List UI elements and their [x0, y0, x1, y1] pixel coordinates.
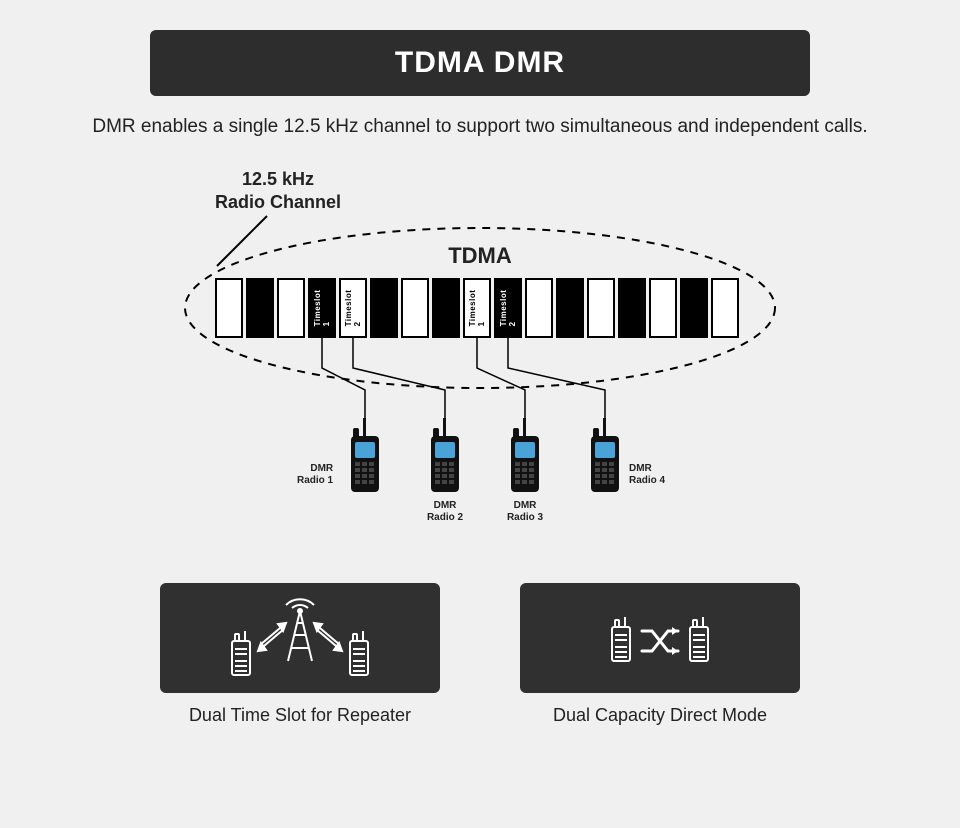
- timeslot-label: Timeslot 2: [344, 290, 362, 327]
- timeslot: [215, 278, 243, 338]
- mode-direct: Dual Capacity Direct Mode: [520, 583, 800, 726]
- timeslot: [556, 278, 584, 338]
- tdma-label: TDMA: [448, 243, 512, 269]
- mode-repeater-box: [160, 583, 440, 693]
- dmr-radio: DMRRadio 2: [425, 418, 465, 503]
- dmr-radio: DMRRadio 3: [505, 418, 545, 503]
- timeslot: [370, 278, 398, 338]
- connectors: [322, 338, 605, 420]
- radio-label: DMRRadio 1: [297, 463, 333, 486]
- channel-pointer: [217, 216, 267, 266]
- mode-direct-box: [520, 583, 800, 693]
- timeslot-label: Timeslot 1: [313, 290, 331, 327]
- channel-label-l2: Radio Channel: [215, 192, 341, 212]
- timeslot: [525, 278, 553, 338]
- timeslot: [246, 278, 274, 338]
- timeslot: [711, 278, 739, 338]
- mode-repeater-label: Dual Time Slot for Repeater: [160, 705, 440, 726]
- timeslot: Timeslot 2: [494, 278, 522, 338]
- mode-row: Dual Time Slot for Repeater: [0, 583, 960, 726]
- title-bar: TDMA DMR: [150, 30, 810, 96]
- timeslot: [587, 278, 615, 338]
- timeslot: [401, 278, 429, 338]
- radio-label: DMRRadio 4: [629, 463, 665, 486]
- timeslot: Timeslot 1: [308, 278, 336, 338]
- subtitle: DMR enables a single 12.5 kHz channel to…: [0, 116, 960, 138]
- mode-direct-label: Dual Capacity Direct Mode: [520, 705, 800, 726]
- timeslot-label: Timeslot 2: [499, 290, 517, 327]
- diagram-svg: [145, 158, 815, 578]
- radio-label: DMRRadio 2: [427, 500, 463, 523]
- timeslot: [680, 278, 708, 338]
- channel-label-l1: 12.5 kHz: [242, 169, 314, 189]
- timeslot-row: Timeslot 1 Timeslot 2 Timeslot 1 Timeslot 2: [215, 278, 739, 338]
- channel-label: 12.5 kHz Radio Channel: [215, 168, 341, 213]
- dmr-radio: DMRRadio 1: [345, 418, 385, 503]
- timeslot: Timeslot 2: [339, 278, 367, 338]
- dmr-radio: DMRRadio 4: [585, 418, 625, 503]
- timeslot: [432, 278, 460, 338]
- timeslot: [618, 278, 646, 338]
- timeslot: [649, 278, 677, 338]
- timeslot: [277, 278, 305, 338]
- radio-label: DMRRadio 3: [507, 500, 543, 523]
- direct-icon: [560, 593, 760, 683]
- mode-repeater: Dual Time Slot for Repeater: [160, 583, 440, 726]
- repeater-icon: [200, 593, 400, 683]
- timeslot-label: Timeslot 1: [468, 290, 486, 327]
- tdma-diagram: 12.5 kHz Radio Channel TDMA Timeslot 1Ti…: [145, 158, 815, 578]
- timeslot: Timeslot 1: [463, 278, 491, 338]
